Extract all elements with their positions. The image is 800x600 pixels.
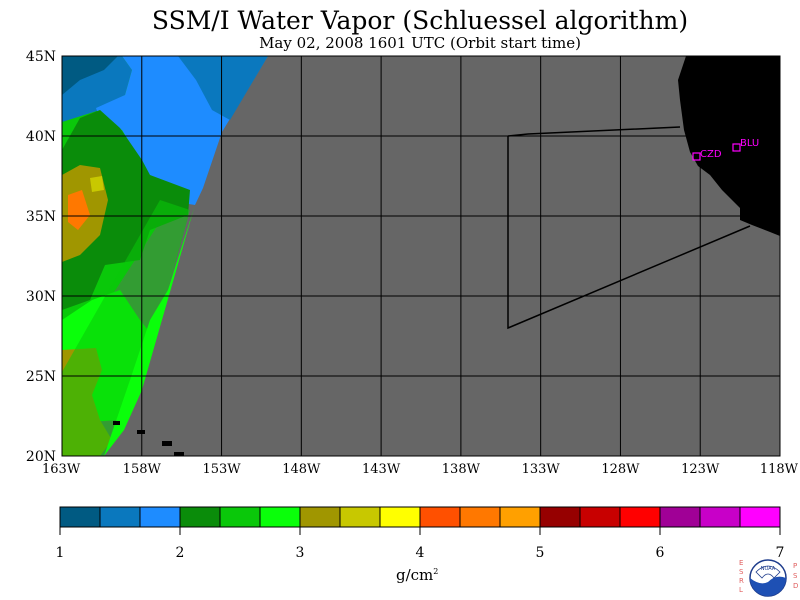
colorbar-tick-labels: 1 2 3 4 5 6 7 (56, 527, 785, 561)
swath-region-low-vapor-east (178, 56, 268, 120)
swath-region-green-south (62, 200, 190, 456)
lon-tick-label: 128W (601, 462, 640, 477)
domain-outline-north (507, 126, 681, 137)
station-marker-square (732, 143, 741, 152)
colorbar-swatch (659, 506, 701, 528)
swath-region-lowest-vapor (62, 56, 118, 95)
colorbar-tick-label: 6 (656, 545, 665, 561)
colorbar-swatch (99, 506, 141, 528)
colorbar-swatch (219, 506, 261, 528)
colorbar-swatch (139, 506, 181, 528)
water-vapor-swath (62, 56, 780, 456)
colorbar-swatch (459, 506, 501, 528)
colorbar-unit-text: g/cm (396, 566, 434, 584)
colorbar-swatch (259, 506, 301, 528)
colorbar-swatch (59, 506, 101, 528)
island-maui (162, 441, 172, 446)
lat-tick-label: 20N (26, 449, 56, 465)
swath-region-high-vapor (68, 190, 90, 230)
station-blu: BLU (732, 138, 759, 152)
colorbar-swatch (739, 506, 781, 528)
lat-tick-label: 30N (26, 289, 56, 305)
lat-tick-label: 40N (26, 129, 56, 145)
esrl-letter: E (739, 559, 743, 567)
colorbar-swatch (699, 506, 741, 528)
psd-letter: P (793, 562, 797, 570)
colorbar-tick-label: 2 (176, 545, 185, 561)
lon-tick-label: 138W (442, 462, 481, 477)
swath-region-dark-green (62, 110, 190, 310)
swath-region-yellow (90, 176, 104, 192)
noaa-seal-bird (755, 565, 781, 579)
swath-trailing-edge (104, 200, 200, 456)
colorbar-swatch (419, 506, 461, 528)
lon-tick-label: 123W (681, 462, 720, 477)
station-markers: CZD BLU (692, 138, 759, 161)
colorbar-tick-label: 7 (776, 545, 785, 561)
colorbar-swatch (379, 506, 421, 528)
colorbar-swatch (299, 506, 341, 528)
psd-letter: S (793, 572, 798, 580)
colorbar-tick-label: 3 (296, 545, 305, 561)
lon-tick-label: 163W (42, 462, 81, 477)
lon-tick-label: 143W (362, 462, 401, 477)
noaa-seal-text: NOAA (761, 566, 776, 572)
esrl-letter: R (739, 577, 744, 585)
colorbar-swatch (539, 506, 581, 528)
island-oahu (137, 430, 145, 434)
swath-region-bright-edge (104, 205, 195, 456)
map-grid (62, 56, 780, 456)
esrl-letter: S (739, 568, 744, 576)
esrl-letter: L (739, 586, 743, 594)
map-subtitle: May 02, 2008 1601 UTC (Orbit start time) (259, 34, 581, 52)
lon-tick-label: 158W (123, 462, 162, 477)
colorbar-tick-label: 4 (416, 545, 425, 561)
colorbar-swatch (339, 506, 381, 528)
lon-tick-label: 118W (760, 462, 799, 477)
colorbar-unit: g/cm2 (396, 566, 438, 584)
island-hawaii (174, 452, 184, 456)
map-title: SSM/I Water Vapor (Schluessel algorithm) (151, 6, 689, 35)
colorbar-swatch (579, 506, 621, 528)
station-marker-square (692, 152, 701, 161)
island-kauai (113, 421, 120, 425)
colorbar-swatch (179, 506, 221, 528)
noaa-seal-wave (750, 576, 786, 596)
lat-tick-label: 35N (26, 209, 56, 225)
colorbar (59, 506, 781, 528)
land-california (678, 56, 780, 236)
domain-outline-south (507, 136, 751, 330)
station-code-label: CZD (700, 149, 722, 160)
lat-tick-label: 25N (26, 369, 56, 385)
station-code-label: BLU (740, 138, 759, 149)
colorbar-tick-label: 1 (56, 545, 65, 561)
longitude-axis: 163W 158W 153W 148W 143W 138W 133W 128W 123W 118W (42, 462, 799, 477)
map-border (61, 55, 781, 457)
lat-tick-label: 45N (26, 49, 56, 65)
lon-tick-label: 133W (522, 462, 561, 477)
colorbar-swatch (619, 506, 661, 528)
colorbar-unit-exponent: 2 (433, 567, 439, 576)
colorbar-swatch (499, 506, 541, 528)
lon-tick-label: 148W (282, 462, 321, 477)
psd-letters: PSD (793, 562, 798, 590)
lon-tick-label: 153W (202, 462, 241, 477)
latitude-axis: 45N 40N 35N 30N 25N 20N (26, 49, 56, 465)
psd-letter: D (793, 582, 798, 590)
colorbar-tick-label: 5 (536, 545, 545, 561)
station-czd: CZD (692, 149, 722, 161)
